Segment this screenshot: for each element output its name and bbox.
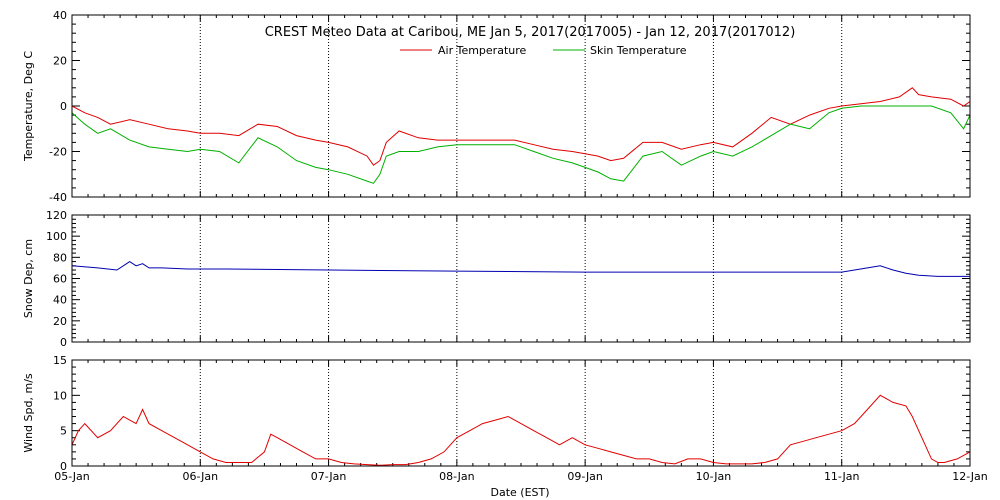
panel-wind-speed: 0 5 10 15 Wind Spd, m/s 05-Jan 06-Jan 07-Jan 08-… [22, 354, 988, 483]
y-tick-label: 100 [46, 230, 67, 243]
panel-temperature: -40 -20 0 20 40 Temperature, Deg C [22, 9, 971, 204]
y-tick-label: 60 [53, 273, 67, 286]
plot-frame [71, 214, 971, 343]
y-tick-label: 0 [60, 100, 67, 113]
legend-skin-label: Skin Temperature [590, 44, 687, 57]
x-tick-label: 08-Jan [439, 470, 475, 483]
y-tick-label: -20 [49, 146, 67, 159]
x-tick-label: 10-Jan [696, 470, 732, 483]
y-tick-label: 40 [53, 9, 67, 22]
y-tick-label: 5 [60, 425, 67, 438]
x-tick-label: 06-Jan [183, 470, 219, 483]
y-tick-label: 20 [53, 315, 67, 328]
chart-title: CREST Meteo Data at Caribou, ME Jan 5, 2… [265, 25, 796, 40]
y-axis-label: Snow Dep, cm [22, 239, 35, 318]
series-line-2-0 [72, 394, 970, 466]
plot-frame [71, 14, 971, 198]
y-axis-label: Wind Spd, m/s [22, 373, 35, 453]
y-tick-label: 10 [53, 389, 67, 402]
series-line-1-0 [72, 261, 970, 277]
x-tick-label: 07-Jan [311, 470, 347, 483]
legend-air-label: Air Temperature [438, 44, 527, 57]
panel-snow-depth: 0 20 40 60 80 100 120 Snow Dep, cm [22, 209, 971, 349]
y-tick-label: 80 [53, 251, 67, 264]
y-axis-label: Temperature, Deg C [22, 51, 35, 162]
legend: Air Temperature Skin Temperature [400, 44, 687, 57]
y-tick-label: 0 [60, 336, 67, 349]
y-tick-label: 120 [46, 209, 67, 222]
x-tick-label: 11-Jan [824, 470, 860, 483]
y-tick-label: -40 [49, 191, 67, 204]
y-tick-label: 0 [60, 460, 67, 473]
y-tick-label: 40 [53, 294, 67, 307]
x-tick-label: 09-Jan [567, 470, 603, 483]
series-line-0-0 [72, 87, 970, 166]
x-axis-label: Date (EST) [490, 486, 549, 499]
y-tick-label: 15 [53, 354, 67, 367]
x-tick-label: 05-Jan [54, 470, 90, 483]
plot-frame [71, 359, 971, 467]
x-tick-label: 12-Jan [952, 470, 988, 483]
y-tick-label: 20 [53, 55, 67, 68]
series-line-0-1 [72, 105, 970, 184]
